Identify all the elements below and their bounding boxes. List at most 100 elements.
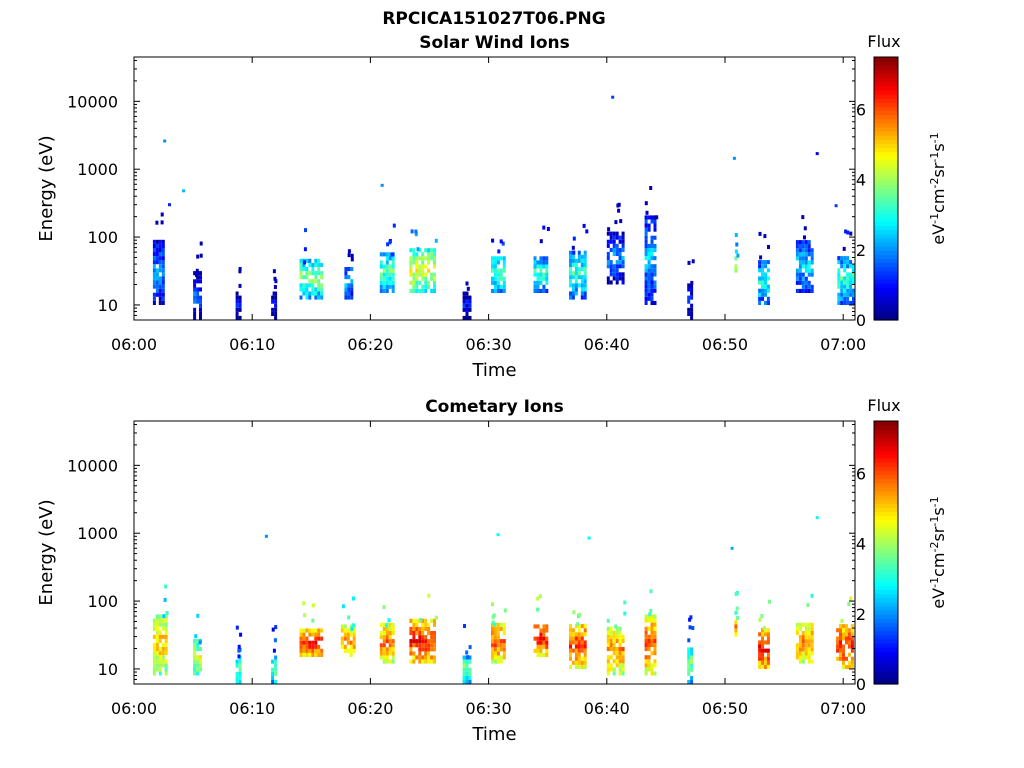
data-point bbox=[163, 139, 167, 143]
spectrogram-cell bbox=[615, 247, 619, 252]
colorbar-segment bbox=[874, 679, 898, 685]
spectrogram-cell bbox=[846, 276, 850, 281]
spectrogram-cell bbox=[842, 660, 845, 665]
spectrogram-cell bbox=[465, 650, 469, 655]
spectrogram-cell bbox=[580, 660, 584, 665]
spectrogram-cell bbox=[542, 272, 546, 277]
spectrogram-cell bbox=[836, 648, 840, 653]
spectrogram-cell bbox=[644, 247, 648, 252]
spectrogram-cell bbox=[647, 296, 651, 301]
spectrogram-cell bbox=[734, 256, 738, 261]
spectrogram-cell bbox=[798, 639, 802, 644]
spectrogram-cell bbox=[649, 589, 653, 594]
spectrogram-cell bbox=[734, 610, 738, 615]
spectrogram-cell bbox=[612, 638, 616, 643]
spectrogram-cell bbox=[274, 307, 278, 312]
spectrogram-cell bbox=[577, 258, 581, 263]
spectrogram-cell bbox=[533, 268, 537, 273]
spectrogram-cell bbox=[612, 251, 616, 256]
spectrogram-cell bbox=[418, 643, 422, 648]
spectrogram-cell bbox=[199, 295, 202, 300]
spectrogram-cell bbox=[155, 260, 159, 265]
colorbar-segment bbox=[874, 89, 898, 95]
spectrogram-cell bbox=[766, 640, 770, 645]
spectrogram-cell bbox=[385, 655, 389, 660]
spectrogram-cell bbox=[164, 647, 168, 652]
spectrogram-cell bbox=[347, 615, 351, 620]
spectrogram-cell bbox=[424, 655, 428, 660]
spectrogram-cell bbox=[650, 268, 654, 273]
spectrogram-cell bbox=[571, 287, 575, 292]
spectrogram-cell bbox=[690, 675, 694, 680]
spectrogram-cell bbox=[609, 667, 613, 672]
spectrogram-cell bbox=[850, 624, 854, 629]
spectrogram-cell bbox=[430, 272, 434, 277]
spectrogram-cell bbox=[388, 631, 392, 636]
spectrogram-cell bbox=[346, 648, 350, 653]
spectrogram-cell bbox=[308, 632, 312, 637]
spectrogram-cell bbox=[801, 659, 805, 664]
spectrogram-cell bbox=[196, 299, 200, 304]
colorbar-segment bbox=[874, 511, 898, 517]
spectrogram-cell bbox=[798, 622, 802, 627]
spectrogram-cell bbox=[761, 640, 764, 645]
spectrogram-cell bbox=[618, 651, 622, 656]
spectrogram-cell bbox=[433, 252, 436, 257]
spectrogram-cell bbox=[804, 626, 808, 631]
spectrogram-cell bbox=[274, 671, 278, 676]
spectrogram-cell bbox=[618, 663, 622, 668]
spectrogram-cell bbox=[758, 268, 762, 273]
spectrogram-cell bbox=[807, 639, 811, 644]
colorbar-segment bbox=[874, 229, 898, 235]
colorbar-segment bbox=[874, 494, 898, 500]
spectrogram-cell bbox=[434, 615, 438, 620]
spectrogram-cell bbox=[303, 613, 307, 618]
spectrogram-cell bbox=[650, 671, 654, 676]
spectrogram-cell bbox=[577, 628, 581, 633]
spectrogram-cell bbox=[465, 311, 469, 316]
spectrogram-cell bbox=[807, 264, 811, 269]
spectrogram-cell bbox=[152, 626, 156, 631]
spectrogram-cell bbox=[468, 295, 472, 300]
spectrogram-cell bbox=[409, 260, 413, 265]
spectrogram-cell bbox=[314, 275, 318, 280]
spectrogram-cell bbox=[840, 296, 844, 301]
spectrogram-cell bbox=[308, 295, 312, 300]
spectrogram-cell bbox=[644, 256, 648, 261]
spectrogram-cell bbox=[424, 659, 428, 664]
spectrogram-cell bbox=[311, 628, 315, 633]
spectrogram-cell bbox=[427, 651, 431, 656]
spectrogram-cell bbox=[468, 667, 472, 672]
spectrogram-cell bbox=[690, 287, 694, 292]
spectrogram-cell bbox=[761, 628, 764, 633]
spectrogram-cell bbox=[840, 264, 844, 269]
spectrogram-cell bbox=[849, 280, 853, 285]
spectrogram-cell bbox=[650, 622, 654, 627]
spectrogram-cell bbox=[761, 652, 764, 657]
spectrogram-cell bbox=[308, 262, 312, 267]
spectrogram-cell bbox=[430, 635, 434, 640]
spectrogram-cell bbox=[382, 605, 386, 610]
spectrogram-cell bbox=[795, 643, 799, 648]
spectrogram-cell bbox=[491, 268, 494, 273]
spectrogram-cell bbox=[618, 655, 622, 660]
spectrogram-cell bbox=[807, 248, 811, 253]
spectrogram-cell bbox=[801, 288, 805, 293]
colorbar-segment bbox=[874, 126, 898, 132]
spectrogram-cell bbox=[424, 643, 428, 648]
spectrogram-cell bbox=[615, 251, 619, 256]
spectrogram-cell bbox=[846, 296, 850, 301]
spectrogram-cell bbox=[382, 272, 386, 277]
spectrogram-cell bbox=[807, 655, 811, 660]
spectrogram-cell bbox=[577, 254, 581, 259]
spectrogram-cell bbox=[577, 640, 581, 645]
spectrogram-cell bbox=[391, 659, 395, 664]
spectrogram-cell bbox=[842, 664, 845, 669]
spectrogram-cell bbox=[650, 642, 654, 647]
spectrogram-cell bbox=[491, 622, 494, 627]
spectrogram-cell bbox=[801, 240, 805, 245]
spectrogram-cell bbox=[621, 651, 625, 656]
spectrogram-cell bbox=[164, 630, 168, 635]
spectrogram-cell bbox=[271, 311, 275, 316]
spectrogram-cell bbox=[795, 651, 799, 656]
